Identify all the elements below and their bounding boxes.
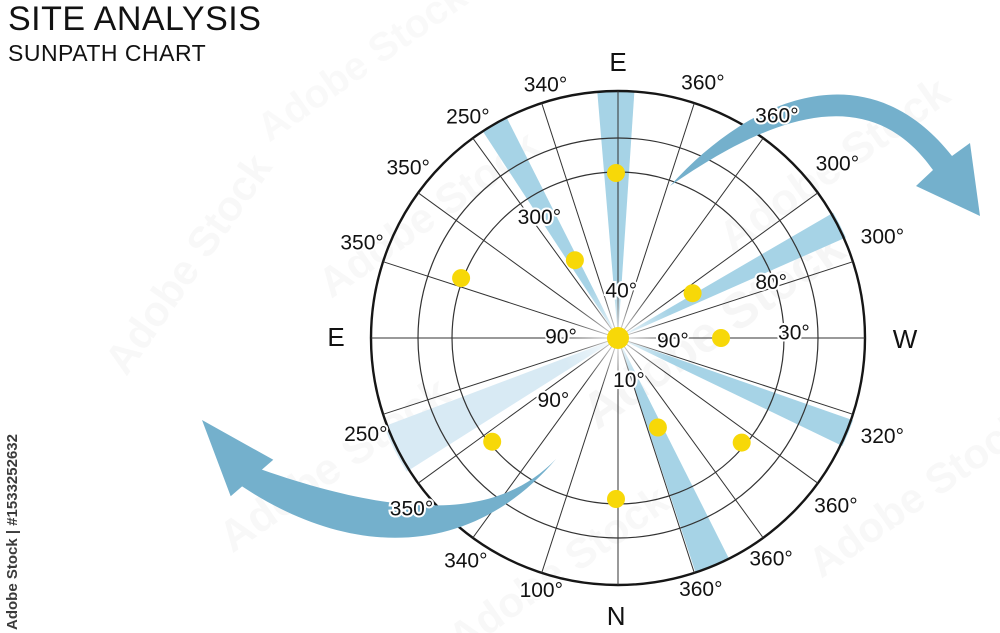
sun-sector-wedge xyxy=(597,90,635,338)
page-header: SITE ANALYSIS SUNPATH CHART xyxy=(8,0,262,67)
sun-position-dot xyxy=(648,418,667,437)
page-title: SITE ANALYSIS xyxy=(8,0,262,38)
inner-angle-label: 300° xyxy=(518,206,561,229)
inner-angle-label: 10° xyxy=(613,369,645,392)
cardinal-direction-label: E xyxy=(609,47,626,77)
sun-sector-wedge xyxy=(482,117,618,338)
sun-sector-wedge xyxy=(618,212,846,338)
azimuth-degree-label: 320° xyxy=(861,425,904,448)
azimuth-degree-label: 360° xyxy=(749,548,792,571)
sun-position-dot xyxy=(607,490,625,508)
sun-position-dot xyxy=(712,329,730,347)
azimuth-degree-label: 360° xyxy=(814,494,857,517)
inner-angle-label: 30° xyxy=(778,322,810,345)
inner-angle-label: 90° xyxy=(657,330,689,353)
inner-angle-label: 80° xyxy=(755,271,787,294)
azimuth-degree-label: 100° xyxy=(520,579,563,602)
azimuth-degree-label: 350° xyxy=(340,231,383,254)
sun-rotation-arrow-top-right xyxy=(670,94,980,216)
azimuth-degree-label: 250° xyxy=(344,423,387,446)
azimuth-degree-label: 360° xyxy=(679,578,722,601)
sun-position-dot xyxy=(607,164,625,182)
sun-sector-wedge xyxy=(384,338,618,472)
cardinal-direction-label: N xyxy=(607,601,626,631)
azimuth-degree-label: 300° xyxy=(816,153,859,176)
inner-angle-label: 40° xyxy=(605,280,637,303)
cardinal-direction-label: E xyxy=(327,322,344,352)
azimuth-degree-label: 350° xyxy=(386,157,429,180)
azimuth-degree-label: 340° xyxy=(524,74,567,97)
azimuth-degree-label: 360° xyxy=(681,71,724,94)
sun-center-dot xyxy=(607,327,629,349)
azimuth-degree-label: 300° xyxy=(861,226,904,249)
azimuth-degree-label: 340° xyxy=(444,550,487,573)
cardinal-direction-label: W xyxy=(893,324,918,354)
sun-sector-wedge xyxy=(618,338,729,573)
sun-position-dot xyxy=(452,269,471,288)
azimuth-degree-label: 250° xyxy=(446,106,489,129)
sun-sector-wedge xyxy=(618,338,853,446)
azimuth-degree-label: 360° xyxy=(755,105,798,128)
inner-angle-label: 90° xyxy=(538,389,570,412)
stock-credit-watermark: Adobe Stock | #1533252632 xyxy=(4,434,21,630)
sun-position-dot xyxy=(732,433,751,452)
sun-rotation-arrow-bottom-left xyxy=(202,420,556,538)
inner-angle-label: 90° xyxy=(545,326,577,349)
page-subtitle: SUNPATH CHART xyxy=(8,39,207,66)
sun-position-dot xyxy=(565,251,584,270)
azimuth-degree-label: 350° xyxy=(390,497,433,520)
chart-root: E 360° 360° 300° 300° W 320° 360° 360° 360° N 100° 3… xyxy=(202,45,980,633)
sun-position-dot xyxy=(483,432,502,451)
sun-position-dot xyxy=(683,284,702,303)
